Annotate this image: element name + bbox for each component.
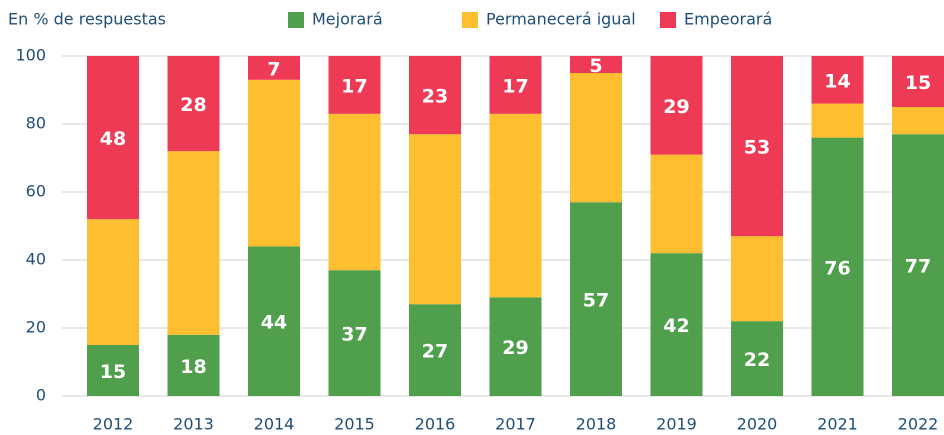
bar-segment bbox=[409, 56, 461, 135]
x-tick-label: 2017 bbox=[495, 415, 536, 434]
x-tick-label: 2019 bbox=[656, 415, 697, 434]
y-tick-label: 40 bbox=[26, 250, 46, 269]
legend-swatch bbox=[660, 12, 676, 28]
value-label: 42 bbox=[663, 315, 689, 337]
bar-segment bbox=[409, 134, 461, 305]
value-label: 23 bbox=[422, 86, 448, 108]
y-tick-label: 20 bbox=[26, 318, 46, 337]
bar-segment bbox=[167, 334, 220, 396]
bar-segment bbox=[650, 154, 703, 254]
legend-label: Mejorará bbox=[312, 10, 383, 29]
x-tick-label: 2015 bbox=[334, 415, 375, 434]
bar-segment bbox=[167, 56, 220, 152]
bar-segment bbox=[409, 304, 461, 396]
value-label: 22 bbox=[744, 349, 770, 371]
y-tick-label: 60 bbox=[26, 182, 46, 201]
y-tick-label: 100 bbox=[15, 46, 46, 65]
value-label: 57 bbox=[583, 290, 609, 312]
value-label: 44 bbox=[261, 312, 287, 334]
bar-segment bbox=[892, 107, 944, 135]
bar-segment bbox=[892, 56, 944, 107]
bar-segment bbox=[167, 151, 220, 335]
value-label: 18 bbox=[180, 356, 206, 378]
bar-segment bbox=[87, 219, 139, 345]
value-label: 15 bbox=[905, 72, 931, 94]
x-tick-label: 2012 bbox=[93, 415, 134, 434]
y-tick-label: 0 bbox=[36, 386, 46, 405]
bar-segment bbox=[328, 113, 381, 271]
bar-segment bbox=[731, 321, 783, 396]
bar-segment bbox=[570, 202, 622, 396]
legend-swatch bbox=[288, 12, 304, 28]
value-label: 17 bbox=[341, 75, 367, 97]
bar-segment bbox=[731, 56, 783, 237]
bar-segment bbox=[650, 253, 703, 396]
bar-segment bbox=[489, 297, 542, 396]
bar-segment bbox=[650, 56, 703, 155]
value-label: 28 bbox=[180, 94, 206, 116]
bar-segment bbox=[328, 270, 381, 396]
x-tick-label: 2016 bbox=[415, 415, 456, 434]
value-label: 37 bbox=[341, 324, 367, 346]
y-tick-label: 80 bbox=[26, 114, 46, 133]
x-tick-label: 2018 bbox=[576, 415, 617, 434]
bar-segment bbox=[570, 56, 622, 73]
bar-segment bbox=[811, 137, 864, 396]
x-tick-label: 2021 bbox=[817, 415, 858, 434]
x-tick-label: 2014 bbox=[254, 415, 295, 434]
value-label: 76 bbox=[824, 257, 850, 279]
bar-segment bbox=[328, 56, 381, 114]
bar-segment bbox=[87, 56, 139, 220]
bar-segment bbox=[731, 236, 783, 322]
bar-segment bbox=[570, 73, 622, 203]
bar-segment bbox=[489, 56, 542, 114]
value-label: 7 bbox=[267, 58, 280, 80]
value-label: 14 bbox=[824, 70, 850, 92]
x-tick-label: 2013 bbox=[173, 415, 214, 434]
value-label: 77 bbox=[905, 256, 931, 278]
value-label: 29 bbox=[502, 337, 528, 359]
x-tick-label: 2020 bbox=[737, 415, 778, 434]
legend-label: Permanecerá igual bbox=[486, 10, 636, 29]
legend-swatch bbox=[462, 12, 478, 28]
bar-segment bbox=[811, 56, 864, 104]
x-tick-label: 2022 bbox=[898, 415, 939, 434]
value-label: 17 bbox=[502, 75, 528, 97]
legend-label: Empeorará bbox=[684, 10, 772, 29]
value-label: 29 bbox=[663, 96, 689, 118]
value-label: 27 bbox=[422, 341, 448, 363]
value-label: 15 bbox=[100, 361, 126, 383]
chart-subtitle: En % de respuestas bbox=[8, 10, 166, 29]
value-label: 5 bbox=[589, 55, 602, 77]
value-label: 53 bbox=[744, 137, 770, 159]
bar-segment bbox=[87, 345, 139, 396]
bar-segment bbox=[892, 134, 944, 396]
bar-segment bbox=[811, 103, 864, 138]
bar-segment bbox=[248, 56, 300, 80]
bar-segment bbox=[248, 79, 300, 247]
value-label: 48 bbox=[100, 128, 126, 150]
bar-segment bbox=[248, 246, 300, 396]
bar-segment bbox=[489, 113, 542, 298]
